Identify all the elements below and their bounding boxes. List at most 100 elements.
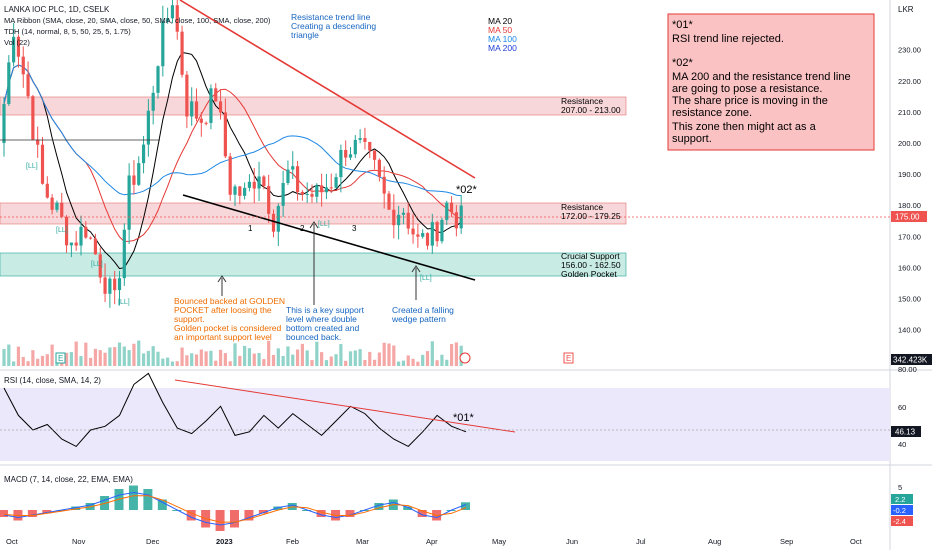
volume-bar [209, 350, 213, 366]
macd-bar [71, 506, 81, 510]
earnings-badge[interactable] [563, 352, 574, 364]
volume-bar [291, 354, 295, 366]
candle-body [449, 202, 454, 213]
macd-bar [345, 510, 355, 517]
volume-bar [406, 355, 410, 366]
earnings-badge[interactable] [55, 352, 66, 364]
macd-bar [172, 510, 182, 511]
rsi-line [3, 372, 467, 448]
pivot-1: 1 [248, 224, 253, 233]
volume-bar [218, 349, 223, 366]
candles [2, 0, 463, 308]
zone-label-lower-1: Resistance [561, 202, 603, 212]
time-tick: Aug [708, 537, 721, 546]
macd-bar [403, 506, 413, 510]
candle-body [382, 176, 386, 194]
candle-body [397, 214, 401, 226]
candle-body [141, 144, 146, 164]
volume-bar [416, 361, 420, 366]
golden-note-2: POCKET after loosing the [174, 305, 272, 315]
macd-signal-value: -2.4 [893, 517, 906, 526]
volume-bar [449, 344, 454, 366]
volume-bar [21, 356, 25, 366]
rsi-title: RSI (14, close, SMA, 14, 2) [4, 376, 101, 385]
volume-bar [392, 345, 396, 366]
box-line-02d: resistance zone. [672, 107, 752, 119]
box-line-02b: are going to pose a resistance. [672, 83, 822, 95]
volume-bar [50, 344, 54, 366]
candle-body [146, 110, 150, 145]
volume-bar [132, 343, 136, 366]
candle-body [93, 238, 98, 255]
price-tick: 160.00 [898, 263, 921, 272]
candle-body [387, 193, 391, 210]
volume-bar [40, 355, 45, 366]
macd-bar [0, 510, 8, 517]
volume-bar [368, 351, 372, 366]
macd-bar [215, 510, 225, 531]
time-tick: Nov [72, 537, 86, 546]
candle-body [348, 154, 353, 158]
volume-bar [103, 352, 107, 366]
candle-body [69, 242, 73, 246]
volume-bar [257, 352, 261, 366]
box-line-02c: The share price is moving in the [672, 95, 828, 107]
macd-bar [230, 510, 239, 528]
volume-bar [185, 355, 189, 366]
mark-02: *02* [456, 184, 478, 196]
macd-bar [244, 510, 254, 521]
candle-body [122, 229, 126, 279]
key-note-3: bottom created and [286, 323, 360, 333]
ma20-legend: MA 20 [488, 16, 512, 26]
candle-body [21, 56, 25, 75]
volume-bar [16, 346, 21, 366]
volume-bar [435, 360, 439, 366]
alert-icon[interactable] [459, 352, 471, 364]
time-axis[interactable]: Oct Nov Dec 2023 Feb Mar Apr May Jun Jul Aug Sep Oct [6, 537, 863, 546]
ma-line [3, 52, 462, 270]
volume-bar [411, 358, 415, 366]
zone-label-upper-2: 207.00 - 213.00 [561, 105, 621, 115]
price-axis[interactable]: 140.00 150.00 160.00 170.00 180.00 190.00 200.… [898, 46, 921, 335]
volume-bar [89, 357, 93, 366]
volume-axis-tick: 80.00 [898, 365, 917, 374]
volume-bar [310, 360, 314, 366]
candle-body [74, 242, 78, 246]
arrow-head [217, 275, 227, 283]
time-tick: Jul [636, 537, 646, 546]
time-tick: Dec [146, 537, 160, 546]
candle-body [305, 193, 309, 195]
candle-body [454, 212, 458, 229]
macd-title: MACD (7, 14, close, 22, EMA, EMA) [4, 475, 133, 484]
candle-body [127, 175, 131, 230]
volume-bar [425, 351, 430, 366]
macd-bar [258, 510, 268, 514]
volume-bar [170, 361, 175, 366]
support-zone [0, 252, 627, 277]
volume-bar [161, 358, 165, 366]
volume-bar [214, 360, 218, 366]
candle-body [45, 183, 49, 198]
macd-hist-value: 2.2 [895, 495, 905, 504]
volume-bar [31, 350, 35, 366]
key-note-4: bounced back. [286, 332, 341, 342]
candle-body [228, 156, 232, 195]
volume-bar [339, 344, 343, 366]
rsi-tick-60: 60 [898, 403, 906, 412]
candle-body [344, 149, 348, 158]
volume-bar [55, 361, 59, 366]
rsi-tag [891, 426, 921, 437]
rsi-value: 46.13 [895, 428, 916, 437]
signal-line [3, 495, 467, 523]
macd-bar [157, 499, 167, 510]
volume-value: 342.423K [893, 356, 928, 365]
macd-bar [302, 510, 312, 511]
candle-body [223, 112, 227, 157]
candle-body [84, 226, 88, 238]
candle-body [185, 74, 189, 117]
volume-bar [2, 349, 6, 366]
analysis-box [667, 13, 875, 151]
volume-bar [262, 359, 266, 366]
volume-bar [271, 354, 276, 366]
